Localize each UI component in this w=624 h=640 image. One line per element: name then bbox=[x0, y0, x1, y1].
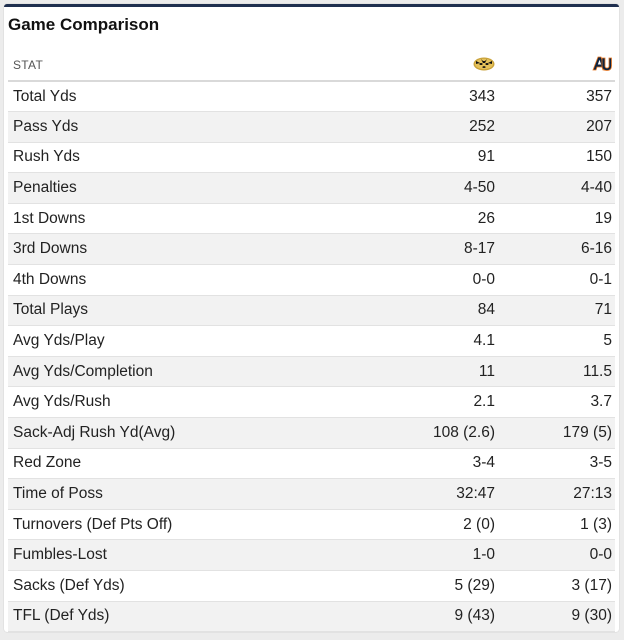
game-comparison-card: Game Comparison STAT bbox=[4, 4, 619, 633]
card-title: Game Comparison bbox=[8, 15, 160, 34]
team1-value-cell: 9 (43) bbox=[318, 601, 498, 633]
auburn-au-logo-icon[interactable] bbox=[592, 56, 612, 74]
stat-name-cell: 1st Downs bbox=[8, 203, 318, 235]
team1-value-cell: 11 bbox=[318, 356, 498, 388]
team2-value-cell: 3-5 bbox=[498, 448, 615, 480]
stat-column-header: STAT bbox=[8, 50, 318, 82]
team2-value-cell: 150 bbox=[498, 142, 615, 174]
table-row: Sacks (Def Yds) 5 (29) 3 (17) bbox=[8, 570, 615, 602]
team2-value-cell: 27:13 bbox=[498, 478, 615, 510]
stat-name-cell: Time of Poss bbox=[8, 478, 318, 510]
table-header-row: STAT bbox=[8, 50, 615, 82]
team2-value-cell: 4-40 bbox=[498, 172, 615, 204]
stat-name-cell: Total Yds bbox=[8, 81, 318, 113]
stat-name-cell: Sack-Adj Rush Yd(Avg) bbox=[8, 417, 318, 449]
team2-value-cell: 1 (3) bbox=[498, 509, 615, 541]
team2-value-cell: 357 bbox=[498, 81, 615, 113]
team2-value-cell: 3.7 bbox=[498, 386, 615, 419]
table-row: 1st Downs 26 19 bbox=[8, 203, 615, 235]
team1-value-cell: 84 bbox=[318, 295, 498, 327]
team2-value-cell: 5 bbox=[498, 325, 615, 357]
team1-value-cell: 5 (29) bbox=[318, 570, 498, 602]
stat-name-cell: 3rd Downs bbox=[8, 233, 318, 266]
stat-name-cell: Red Zone bbox=[8, 448, 318, 480]
table-row: Total Plays 84 71 bbox=[8, 295, 615, 327]
table-row: 3rd Downs 8-17 6-16 bbox=[8, 233, 615, 266]
table-row: Avg Yds/Play 4.1 5 bbox=[8, 325, 615, 357]
stat-name-cell: TFL (Def Yds) bbox=[8, 601, 318, 633]
team1-value-cell: 252 bbox=[318, 111, 498, 143]
team2-value-cell: 6-16 bbox=[498, 233, 615, 266]
table-row: Fumbles-Lost 1-0 0-0 bbox=[8, 539, 615, 571]
team1-column-header[interactable] bbox=[318, 50, 498, 82]
mizzou-tiger-logo-icon[interactable] bbox=[473, 57, 495, 74]
team1-value-cell: 91 bbox=[318, 142, 498, 174]
team1-value-cell: 8-17 bbox=[318, 233, 498, 266]
team1-value-cell: 26 bbox=[318, 203, 498, 235]
table-row: Avg Yds/Completion 11 11.5 bbox=[8, 356, 615, 388]
table-row: Avg Yds/Rush 2.1 3.7 bbox=[8, 386, 615, 419]
stat-name-cell: Sacks (Def Yds) bbox=[8, 570, 318, 602]
table-row: Time of Poss 32:47 27:13 bbox=[8, 478, 615, 510]
team2-value-cell: 207 bbox=[498, 111, 615, 143]
stat-name-cell: Avg Yds/Rush bbox=[8, 386, 318, 419]
team2-value-cell: 179 (5) bbox=[498, 417, 615, 449]
stat-name-cell: Turnovers (Def Pts Off) bbox=[8, 509, 318, 541]
comparison-table: STAT bbox=[8, 50, 615, 633]
team1-value-cell: 3-4 bbox=[318, 448, 498, 480]
team1-value-cell: 32:47 bbox=[318, 478, 498, 510]
team2-column-header[interactable] bbox=[498, 50, 615, 82]
team2-value-cell: 19 bbox=[498, 203, 615, 235]
team2-value-cell: 71 bbox=[498, 295, 615, 327]
stat-name-cell: Rush Yds bbox=[8, 142, 318, 174]
stat-name-cell: Total Plays bbox=[8, 295, 318, 327]
team1-value-cell: 0-0 bbox=[318, 264, 498, 296]
team1-value-cell: 2 (0) bbox=[318, 509, 498, 541]
stat-name-cell: Penalties bbox=[8, 172, 318, 204]
table-row: 4th Downs 0-0 0-1 bbox=[8, 264, 615, 296]
stat-name-cell: Avg Yds/Completion bbox=[8, 356, 318, 388]
table-row: Penalties 4-50 4-40 bbox=[8, 172, 615, 204]
table-row: Total Yds 343 357 bbox=[8, 81, 615, 113]
stat-name-cell: 4th Downs bbox=[8, 264, 318, 296]
team1-value-cell: 2.1 bbox=[318, 386, 498, 419]
team1-value-cell: 4-50 bbox=[318, 172, 498, 204]
table-row: Turnovers (Def Pts Off) 2 (0) 1 (3) bbox=[8, 509, 615, 541]
team2-value-cell: 3 (17) bbox=[498, 570, 615, 602]
table-row: Rush Yds 91 150 bbox=[8, 142, 615, 174]
table-row: TFL (Def Yds) 9 (43) 9 (30) bbox=[8, 601, 615, 633]
team2-value-cell: 11.5 bbox=[498, 356, 615, 388]
team1-value-cell: 343 bbox=[318, 81, 498, 113]
team2-value-cell: 0-0 bbox=[498, 539, 615, 571]
team1-value-cell: 1-0 bbox=[318, 539, 498, 571]
team2-value-cell: 0-1 bbox=[498, 264, 615, 296]
stat-name-cell: Avg Yds/Play bbox=[8, 325, 318, 357]
team1-value-cell: 4.1 bbox=[318, 325, 498, 357]
table-row: Pass Yds 252 207 bbox=[8, 111, 615, 143]
stat-name-cell: Fumbles-Lost bbox=[8, 539, 318, 571]
table-row: Red Zone 3-4 3-5 bbox=[8, 448, 615, 480]
team1-value-cell: 108 (2.6) bbox=[318, 417, 498, 449]
table-row: Sack-Adj Rush Yd(Avg) 108 (2.6) 179 (5) bbox=[8, 417, 615, 449]
team2-value-cell: 9 (30) bbox=[498, 601, 615, 633]
stat-name-cell: Pass Yds bbox=[8, 111, 318, 143]
